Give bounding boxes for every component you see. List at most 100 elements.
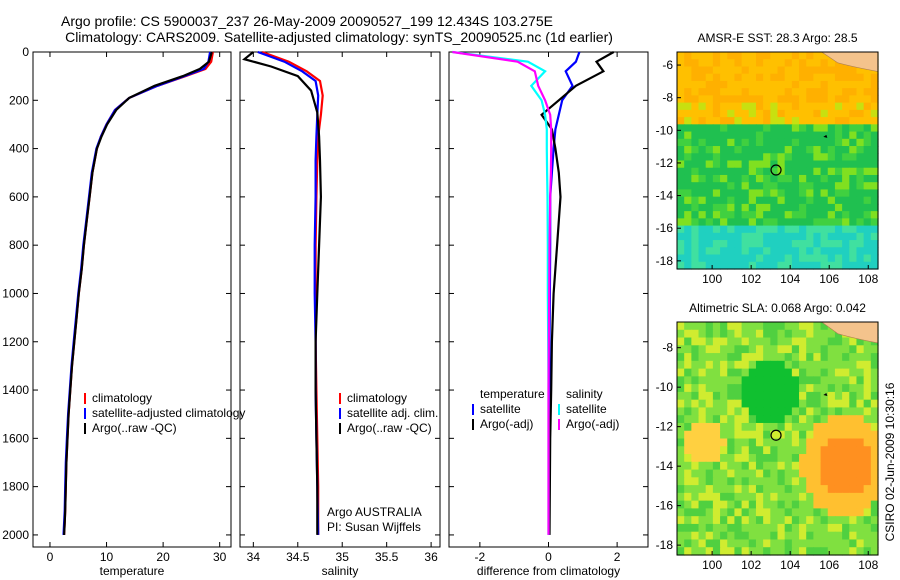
sla-cell	[820, 454, 829, 463]
sst-cell	[870, 167, 879, 176]
sla-cell	[770, 477, 779, 486]
sla-cell	[712, 539, 721, 548]
sla-cell	[827, 446, 836, 455]
sla-cell	[677, 368, 685, 377]
sst-cell	[870, 109, 879, 118]
sst-cell	[842, 88, 850, 96]
sst-cell	[698, 196, 707, 205]
sst-cell	[698, 232, 707, 241]
sla-cell	[712, 399, 721, 409]
difference-series-3	[452, 50, 553, 535]
sla-cell	[720, 516, 728, 525]
sst-cell	[799, 109, 807, 118]
sla-cell	[784, 469, 793, 478]
sst-cell	[856, 88, 865, 96]
sla-cell	[734, 360, 743, 370]
sst-cell	[820, 52, 829, 60]
sla-cell	[863, 368, 872, 377]
sla-cell	[827, 415, 836, 424]
sla-cell	[820, 516, 829, 525]
sla-cell	[741, 360, 750, 370]
sla-cell	[741, 376, 750, 385]
sst-cell	[827, 211, 836, 219]
sst-cell	[777, 232, 786, 241]
sla-cell	[856, 399, 865, 409]
sst-cell	[691, 131, 700, 140]
sla-cell	[755, 415, 764, 424]
sla-cell	[691, 353, 700, 362]
sla-cell	[720, 454, 728, 463]
sst-cell	[870, 211, 879, 219]
sla-cell	[748, 337, 757, 346]
sla-cell	[698, 360, 707, 370]
sla-cell	[856, 531, 865, 541]
sla-cell	[684, 531, 692, 541]
sst-cell	[727, 146, 736, 154]
sst-cell	[770, 189, 779, 198]
sst-cell	[856, 254, 865, 263]
sst-cell	[727, 240, 736, 248]
sla-cell	[784, 461, 793, 471]
sla-cell	[842, 345, 850, 354]
sla-cell	[741, 469, 750, 478]
difference-series-2	[452, 50, 550, 535]
sst-cell	[870, 232, 879, 241]
sst-cell	[684, 80, 692, 89]
sla-cell	[763, 500, 771, 509]
sst-cell	[799, 88, 807, 96]
sst-cell	[720, 95, 728, 104]
sst-cell	[727, 88, 736, 96]
sla-cell	[799, 399, 807, 409]
sst-cell	[777, 66, 786, 75]
sst-cell	[720, 102, 728, 111]
sla-cell	[820, 384, 829, 393]
sst-cell	[763, 95, 771, 104]
sla-cell	[849, 430, 858, 440]
sst-cell	[806, 146, 814, 154]
sla-cell	[777, 422, 786, 432]
sla-cell	[813, 384, 822, 393]
sla-cell	[806, 461, 814, 471]
sla-cell	[748, 547, 757, 556]
sla-cell	[770, 322, 779, 331]
sla-cell	[684, 415, 692, 424]
sla-cell	[856, 384, 865, 393]
sst-cell	[677, 189, 685, 198]
sla-cell	[799, 384, 807, 393]
sla-cell	[741, 407, 750, 416]
sla-cell	[727, 384, 736, 393]
sla-cell	[849, 376, 858, 385]
sst-cell	[820, 138, 829, 147]
sla-cell	[684, 376, 692, 385]
sla-cell	[727, 368, 736, 377]
sla-cell	[720, 360, 728, 370]
sla-cell	[712, 492, 721, 502]
sst-cell	[691, 66, 700, 75]
sst-cell	[712, 117, 721, 125]
sla-cell	[748, 399, 757, 409]
sst-ytick-label: -14	[656, 189, 674, 203]
sst-cell	[720, 167, 728, 176]
sst-cell	[806, 88, 814, 96]
sst-cell	[748, 124, 757, 133]
sst-cell	[691, 254, 700, 263]
sla-cell	[827, 337, 836, 346]
sla-cell	[748, 454, 757, 463]
sla-cell	[834, 438, 843, 447]
sla-cell	[813, 547, 822, 556]
sla-cell	[856, 415, 865, 424]
sst-cell	[849, 88, 858, 96]
sst-cell	[806, 189, 814, 198]
sst-cell	[741, 174, 750, 183]
sla-cell	[863, 399, 872, 409]
sla-cell	[712, 360, 721, 370]
sla-cell	[856, 422, 865, 432]
sst-cell	[727, 66, 736, 75]
sla-cell	[806, 492, 814, 502]
sst-cell	[734, 174, 743, 183]
salinity-legend-label: climatology	[347, 391, 407, 405]
sla-cell	[741, 516, 750, 525]
sla-cell	[763, 337, 771, 346]
sst-cell	[784, 102, 793, 111]
sst-cell	[834, 160, 843, 169]
